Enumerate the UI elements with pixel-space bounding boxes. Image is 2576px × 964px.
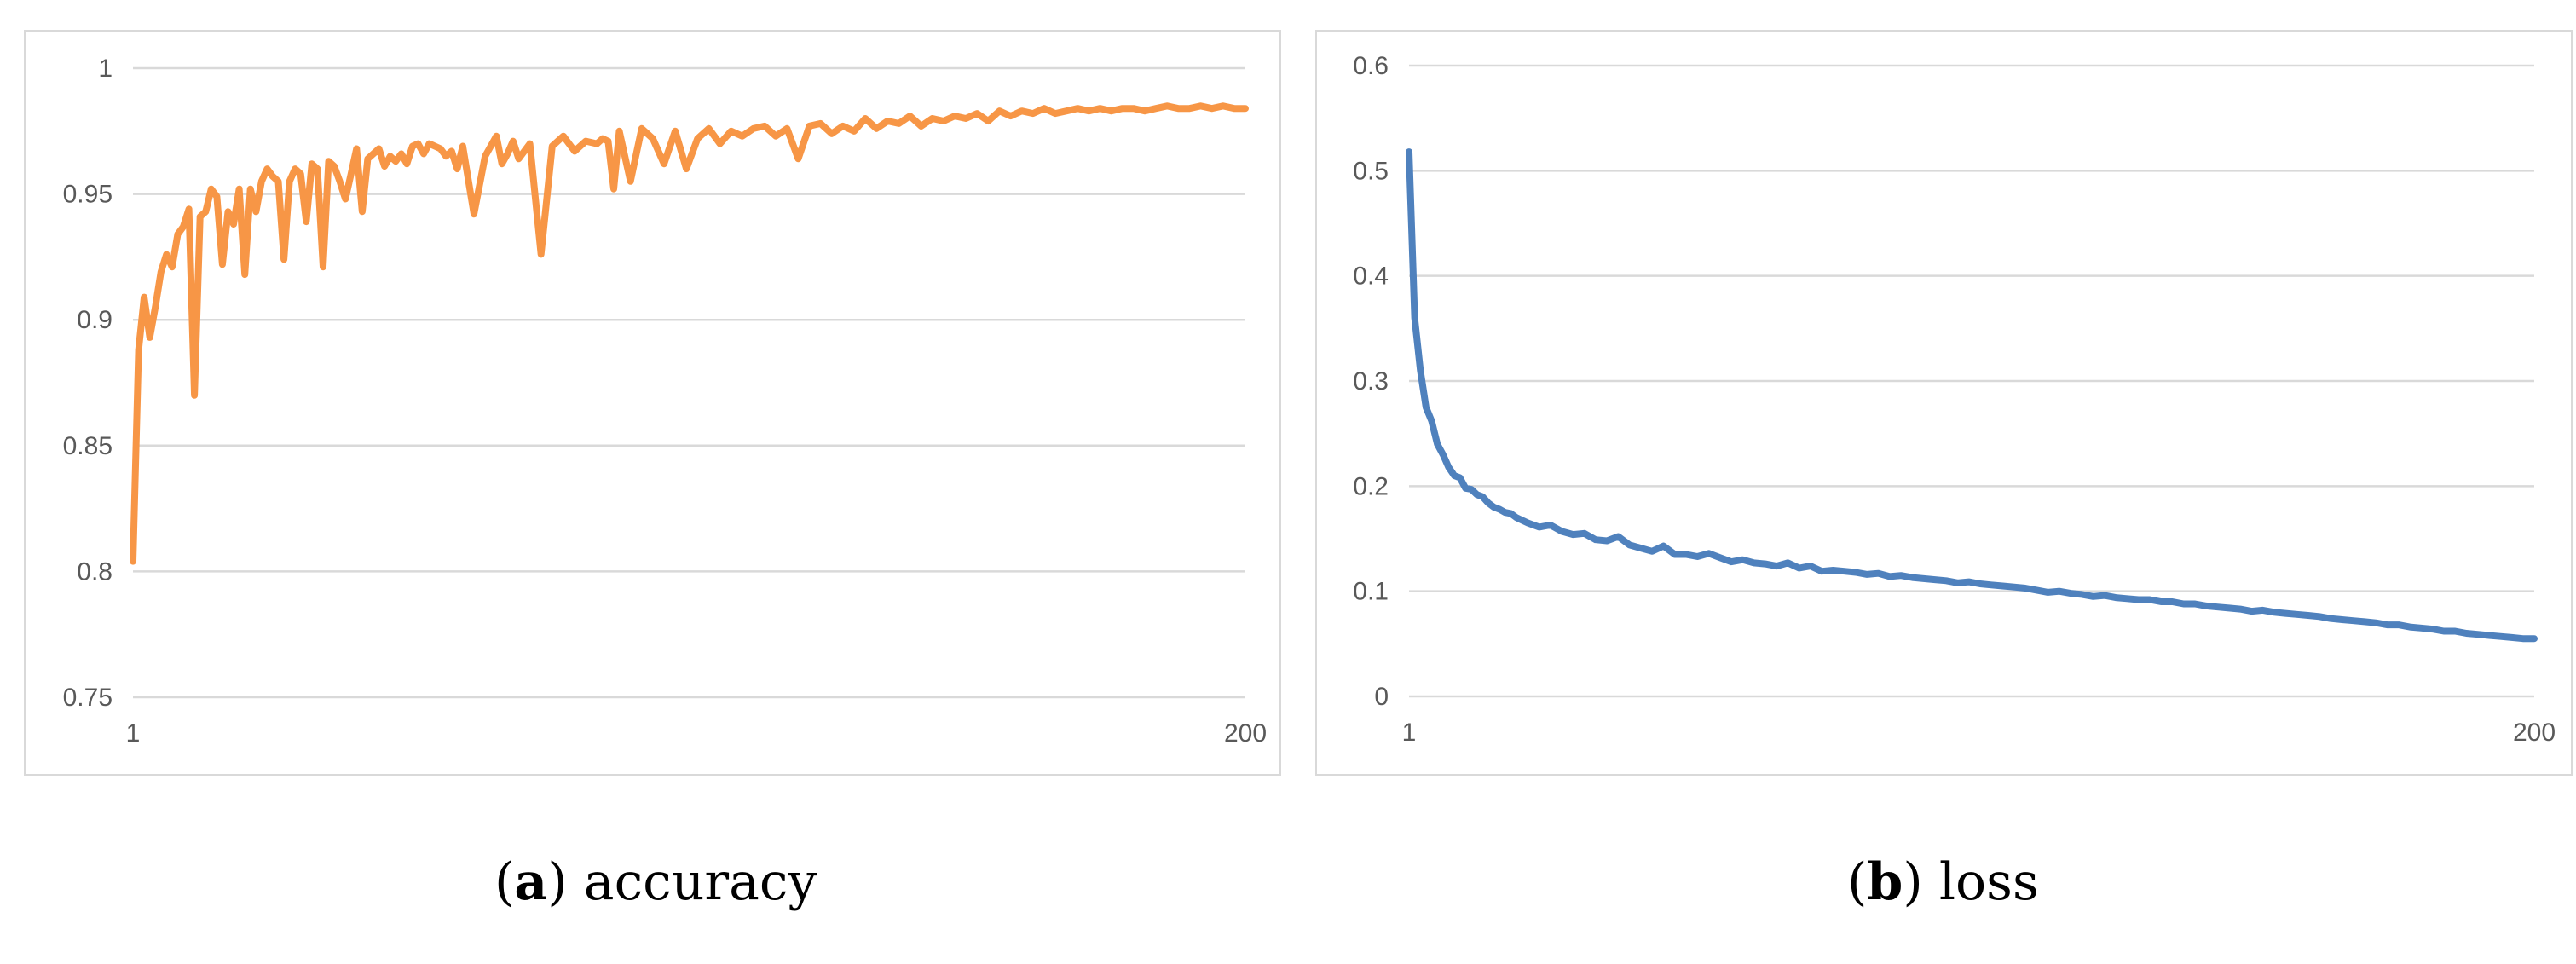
caption-a-text: accuracy	[567, 852, 817, 912]
caption-a-letter: a	[514, 852, 548, 912]
loss-y-tick-label: 0.5	[1353, 157, 1389, 185]
loss-y-tick-label: 0.6	[1353, 52, 1389, 80]
loss-y-tick-label: 0.4	[1353, 263, 1389, 291]
accuracy-y-tick-label: 1	[98, 55, 113, 83]
caption-b-open: (	[1847, 852, 1868, 912]
loss-series-line	[1406, 148, 2538, 643]
accuracy-y-tick-label: 0.95	[63, 181, 113, 209]
accuracy-y-tick-label: 0.75	[63, 684, 113, 712]
caption-b-text: loss	[1922, 852, 2039, 912]
loss-y-tick-label: 0.3	[1353, 367, 1389, 395]
loss-y-tick-label: 0.2	[1353, 472, 1389, 500]
caption-a-open: (	[494, 852, 515, 912]
accuracy-y-tick-label: 0.9	[77, 306, 113, 334]
loss-x-tick-label: 200	[2513, 719, 2556, 747]
caption-b-close: )	[1903, 852, 1923, 912]
loss-x-tick-label: 1	[1402, 719, 1417, 747]
caption-b: (b) loss	[1847, 852, 2039, 912]
accuracy-x-tick-label: 200	[1224, 719, 1267, 748]
accuracy-y-tick-label: 0.8	[77, 557, 113, 586]
loss-y-tick-label: 0	[1374, 683, 1389, 711]
caption-b-letter: b	[1867, 852, 1903, 912]
loss-chart: 0 0.1 0.2 0.3 0.4 0.5 0.6 1 200	[1353, 52, 2556, 747]
loss-chart-panel: 0 0.1 0.2 0.3 0.4 0.5 0.6 1 200	[1315, 30, 2573, 776]
accuracy-chart: 0.75 0.8 0.85 0.9 0.95 1 1 200	[63, 55, 1267, 748]
loss-y-tick-label: 0.1	[1353, 578, 1389, 606]
caption-a: (a) accuracy	[494, 852, 817, 912]
accuracy-y-tick-label: 0.85	[63, 432, 113, 460]
accuracy-chart-panel: 0.75 0.8 0.85 0.9 0.95 1 1 200	[24, 30, 1281, 776]
accuracy-series-line	[130, 102, 1249, 565]
caption-a-close: )	[547, 852, 568, 912]
accuracy-x-tick-label: 1	[126, 719, 141, 748]
